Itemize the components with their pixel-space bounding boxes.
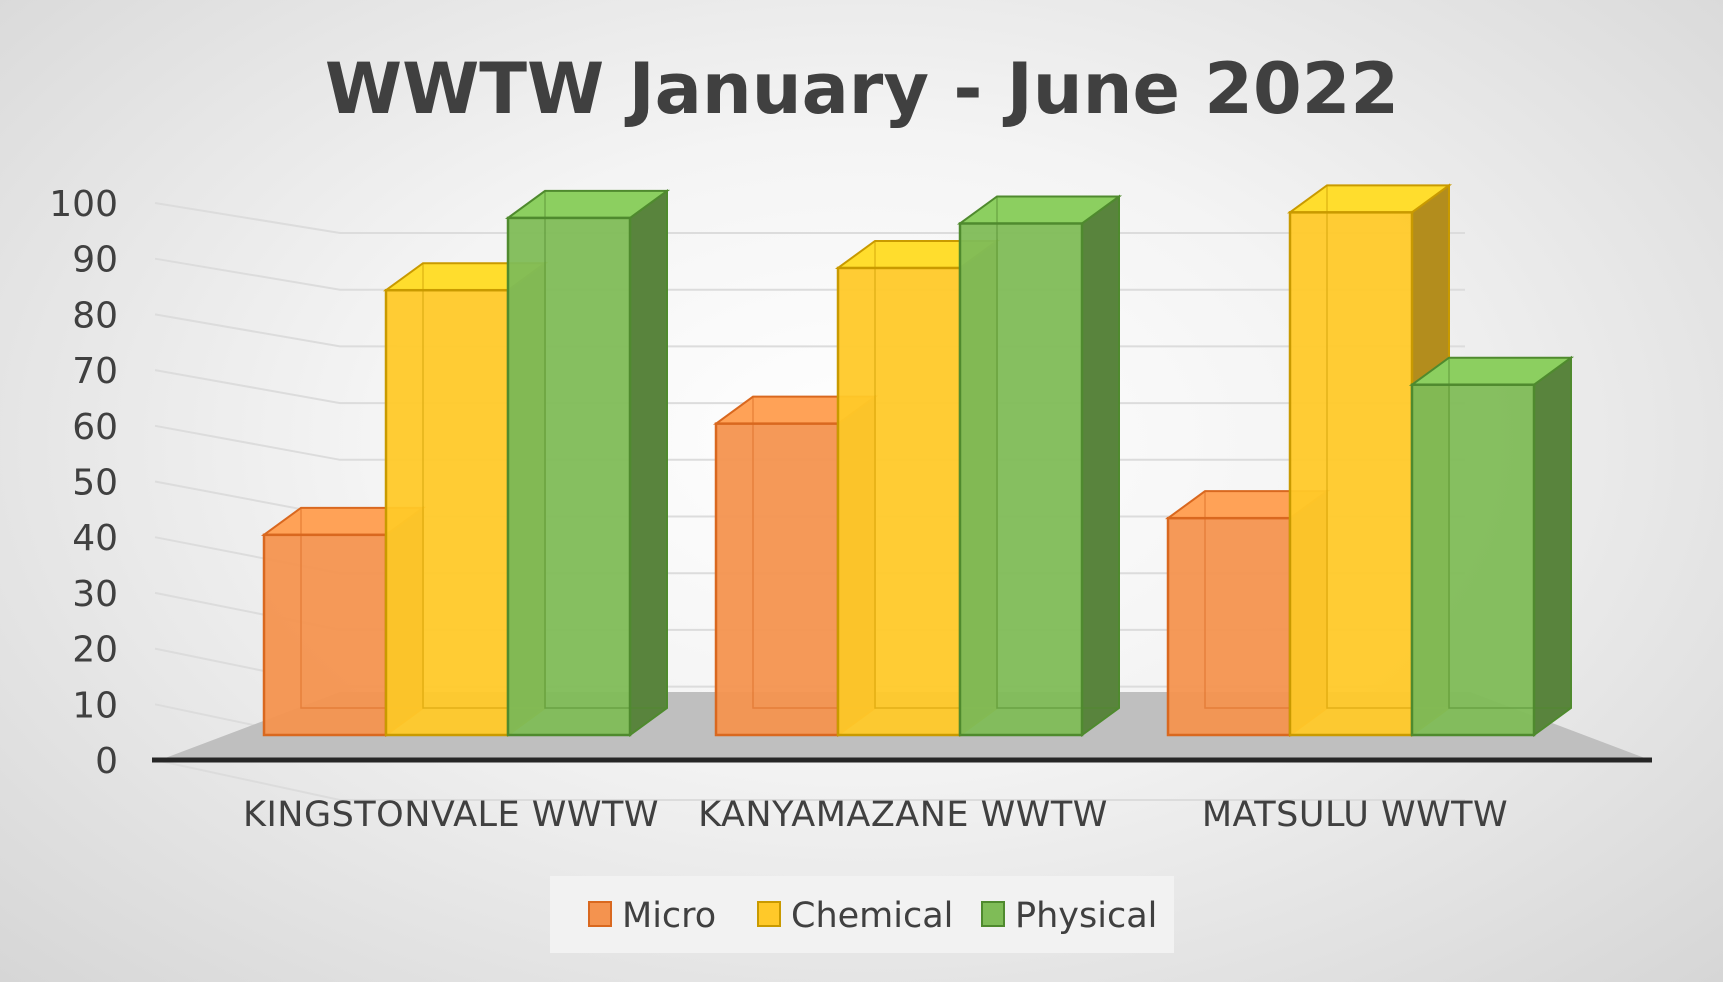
x-axis-labels: KINGSTONVALE WWTW KANYAMAZANE WWTW MATSULU… — [243, 795, 1508, 835]
y-tick-label: 30 — [72, 574, 118, 615]
gridline — [154, 313, 1465, 348]
bar-front — [958, 222, 1084, 737]
y-tick-label: 60 — [72, 407, 118, 448]
legend-swatch — [588, 901, 612, 927]
bar-front — [1410, 383, 1536, 737]
y-tick-label: 70 — [72, 351, 118, 392]
bar-front — [506, 216, 632, 737]
legend-label: Chemical — [791, 896, 953, 936]
y-tick-label: 50 — [72, 463, 118, 504]
x-category-label: KANYAMAZANE WWTW — [698, 795, 1108, 835]
y-tick-label: 100 — [49, 184, 118, 225]
legend-label: Physical — [1015, 896, 1157, 936]
gridline — [154, 759, 1465, 801]
bars — [260, 183, 1575, 737]
legend-background — [550, 876, 1174, 953]
bar-edge — [996, 196, 1119, 709]
bar-edge — [1204, 491, 1327, 709]
bar-front — [836, 266, 962, 737]
x-category-label: MATSULU WWTW — [1202, 795, 1508, 835]
chart-title: WWTW January - June 2022 — [325, 48, 1399, 130]
bar — [1408, 355, 1575, 737]
bar-side — [1533, 355, 1572, 737]
bar-edge — [1448, 357, 1571, 709]
gridline — [154, 202, 1465, 234]
legend-label: Micro — [622, 896, 716, 936]
bar-edge — [544, 190, 667, 709]
bar-edge — [300, 507, 423, 709]
y-tick-label: 40 — [72, 518, 118, 559]
bar-side — [629, 188, 668, 737]
y-tick-label: 80 — [72, 295, 118, 336]
y-tick-label: 20 — [72, 630, 118, 671]
bar-side — [1081, 194, 1120, 737]
bar-front — [262, 533, 388, 737]
bar-edge — [422, 263, 545, 709]
y-tick-label: 0 — [95, 741, 118, 782]
legend: Micro Chemical Physical — [550, 876, 1174, 953]
bar-front — [714, 422, 840, 737]
y-axis-ticks: 0 10 20 30 40 50 60 70 80 90 100 — [49, 184, 118, 782]
y-tick-label: 10 — [72, 685, 118, 726]
bar-front — [1166, 516, 1292, 737]
bar — [956, 194, 1123, 737]
bar-edge — [874, 240, 997, 709]
legend-swatch — [757, 901, 781, 927]
bar-front — [1288, 211, 1414, 737]
bar — [504, 188, 671, 737]
y-tick-label: 90 — [72, 240, 118, 281]
bar-edge — [1326, 185, 1449, 709]
legend-swatch — [981, 901, 1005, 927]
bar-edge — [752, 396, 875, 709]
gridline — [154, 257, 1465, 291]
bar-front — [384, 288, 510, 737]
x-category-label: KINGSTONVALE WWTW — [243, 795, 659, 835]
